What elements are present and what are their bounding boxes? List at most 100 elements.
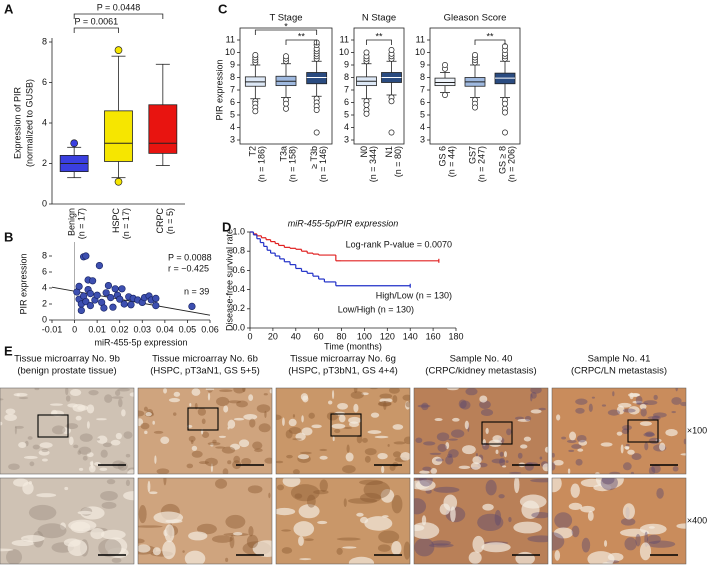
tissue-texture [433, 486, 460, 493]
tissue-texture [377, 453, 388, 460]
tissue-texture [492, 435, 503, 443]
tissue-texture [621, 428, 630, 435]
micrograph [138, 388, 272, 474]
tissue-texture [188, 531, 208, 541]
tissue-texture [210, 463, 213, 473]
tissue-texture [648, 466, 656, 474]
category-note: (n = 186) [257, 146, 267, 182]
tissue-texture [233, 532, 243, 536]
tissue-texture [290, 484, 320, 502]
micrograph [552, 388, 686, 474]
micrograph [0, 388, 134, 474]
micrograph [138, 478, 272, 564]
tissue-texture [450, 506, 456, 523]
tissue-texture [238, 439, 250, 448]
tissue-texture [359, 479, 383, 486]
tissue-texture [164, 524, 175, 543]
tissue-texture [581, 537, 591, 553]
chart-title: Gleason Score [444, 13, 507, 24]
tissue-texture [14, 425, 17, 435]
tissue-texture [377, 401, 392, 407]
tissue-texture [517, 418, 531, 422]
category-note: (n = 247) [476, 146, 486, 182]
tissue-texture [405, 401, 410, 410]
tissue-texture [276, 414, 282, 421]
annotation: P = 0.0088 [168, 252, 212, 262]
tissue-texture [448, 438, 458, 441]
tissue-texture [163, 478, 167, 486]
tissue-texture [561, 436, 567, 440]
tissue-texture [530, 388, 542, 394]
tissue-texture [429, 452, 442, 455]
tissue-texture [118, 398, 123, 408]
y-tick-label: 0.4 [232, 284, 245, 294]
tissue-texture [393, 441, 406, 445]
tissue-texture [336, 537, 361, 541]
tissue-texture [246, 534, 259, 549]
category-note: (n = 344) [368, 146, 378, 182]
point [107, 294, 115, 302]
y-tick-label: 5 [420, 109, 425, 119]
tissue-texture [568, 502, 583, 511]
y-tick-label: 3 [344, 134, 349, 144]
tissue-texture [437, 443, 447, 452]
tissue-texture [294, 493, 303, 499]
tissue-texture [538, 407, 546, 411]
tissue-texture [191, 445, 198, 451]
tissue-texture [569, 431, 577, 441]
y-axis-label: Disease-free survival rate [224, 229, 234, 331]
tissue-texture [72, 403, 86, 412]
tissue-texture [360, 516, 369, 524]
tissue-texture [162, 540, 176, 560]
x-tick-label: 180 [448, 331, 463, 341]
tissue-texture [65, 395, 71, 402]
tissue-texture [392, 395, 398, 403]
tissue-texture [292, 469, 300, 474]
x-tick-label: 120 [380, 331, 395, 341]
tissue-texture [676, 523, 686, 529]
x-tick-label: GS ≥ 8 [497, 146, 507, 174]
tissue-texture [652, 412, 667, 418]
tissue-texture [111, 396, 124, 399]
tissue-texture [51, 409, 58, 415]
tissue-texture [23, 455, 38, 460]
micrograph-bg [138, 388, 272, 474]
y-tick-label: 3 [230, 134, 235, 144]
tissue-texture [138, 418, 144, 427]
y-tick-label: 0.8 [232, 246, 245, 256]
tissue-texture [184, 550, 206, 564]
tissue-texture [50, 403, 63, 406]
y-tick-label: 5 [344, 109, 349, 119]
tissue-texture [338, 414, 346, 423]
y-tick-label: 8 [230, 72, 235, 82]
tissue-texture [609, 471, 621, 474]
outlier [502, 129, 508, 136]
tissue-texture [588, 403, 593, 412]
tissue-texture [306, 494, 316, 508]
tissue-texture [364, 455, 371, 463]
tissue-texture [125, 453, 131, 458]
panel-label: A [4, 1, 14, 16]
tissue-texture [643, 432, 656, 437]
x-tick-label: 40 [291, 331, 301, 341]
box [306, 72, 328, 85]
tissue-texture [96, 435, 108, 444]
tissue-texture [519, 494, 547, 509]
tissue-texture [472, 535, 485, 553]
inset-box [481, 421, 513, 445]
tissue-texture [383, 400, 387, 410]
tissue-texture [196, 523, 217, 535]
tissue-texture [225, 557, 229, 562]
tissue-texture [319, 455, 328, 460]
tissue-texture [624, 537, 637, 551]
tissue-texture [233, 417, 245, 421]
tissue-texture [556, 414, 561, 421]
tissue-texture [625, 443, 630, 447]
tissue-texture [201, 431, 210, 438]
tissue-texture [578, 439, 588, 446]
tissue-texture [502, 465, 507, 468]
tissue-texture [571, 444, 582, 449]
x-tick-label: ≥ T3b [309, 146, 319, 169]
y-tick-label: 4 [230, 122, 235, 132]
outlier [313, 107, 320, 113]
